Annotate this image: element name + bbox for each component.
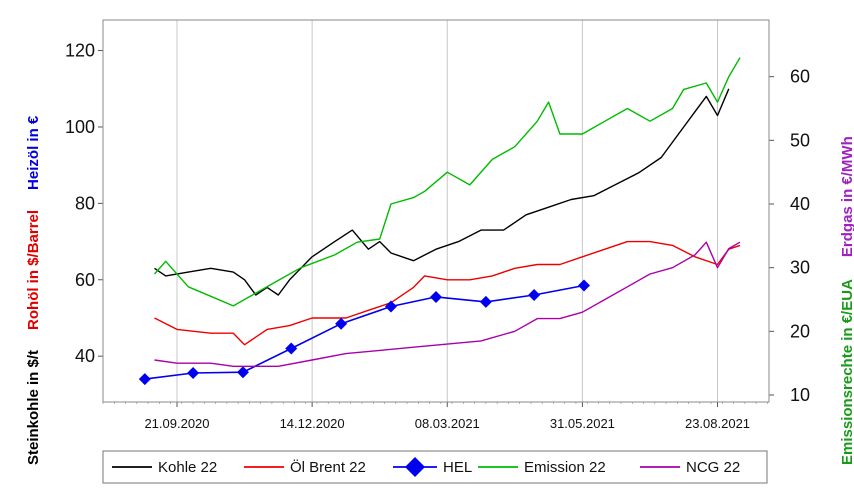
- axis-title: Rohöl in $/Barrel: [25, 210, 42, 330]
- hel-marker: [285, 342, 298, 355]
- legend-label: Kohle 22: [158, 459, 217, 476]
- series-line: [153, 57, 741, 307]
- hel-marker: [479, 295, 492, 308]
- series-line: [154, 240, 741, 346]
- hel-marker: [187, 366, 200, 379]
- left-tick-label: 120: [65, 41, 95, 61]
- plot-background: [103, 20, 769, 402]
- series-line: [144, 284, 585, 380]
- tick-labels: 21.09.2020 14.12.2020 08.03.2021 31.05.2021…: [65, 41, 810, 431]
- hel-marker: [236, 366, 249, 379]
- left-tick-label: 100: [65, 117, 95, 137]
- right-tick-label: 60: [790, 67, 810, 87]
- hel-marker: [138, 373, 151, 386]
- axis-title: Emissionsrechte in €/EUA: [839, 279, 854, 465]
- series-ncg-22: [154, 241, 741, 367]
- hel-marker: [578, 279, 590, 292]
- right-tick-label: 30: [790, 258, 810, 278]
- series-line: [154, 241, 741, 367]
- legend-item: NCG 22: [640, 459, 740, 476]
- legend-label: NCG 22: [686, 459, 740, 476]
- x-tick-label: 21.09.2020: [144, 416, 209, 431]
- x-tick-label: 14.12.2020: [280, 416, 345, 431]
- legend-item: Öl Brent 22: [244, 458, 366, 476]
- x-tick-label: 08.03.2021: [415, 416, 480, 431]
- hel-marker: [528, 289, 541, 302]
- right-tick-label: 10: [790, 385, 810, 405]
- legend-item: Kohle 22: [112, 459, 217, 476]
- axes: [98, 19, 774, 407]
- axis-title: Steinkohle in $/t: [25, 350, 42, 465]
- plot-frame: [102, 19, 770, 403]
- series-line: [154, 88, 730, 296]
- hel-marker: [384, 300, 397, 313]
- left-tick-label: 80: [75, 193, 95, 213]
- axis-title: Erdgas in €/MWh: [839, 136, 854, 257]
- series-kohle-22: [154, 88, 730, 296]
- x-tick-label: 31.05.2021: [550, 416, 615, 431]
- x-tick-label: 23.08.2021: [685, 416, 750, 431]
- axis-title: Heizöl in €: [25, 115, 42, 190]
- left-tick-label: 40: [75, 346, 95, 366]
- left-tick-label: 60: [75, 270, 95, 290]
- hel-marker: [335, 317, 348, 330]
- right-tick-label: 50: [790, 130, 810, 150]
- grid-lines: [176, 20, 719, 402]
- legend-label: Emission 22: [524, 459, 606, 476]
- legend-label: HEL: [443, 459, 472, 476]
- legend-label: Öl Brent 22: [290, 458, 366, 476]
- legend-diamond: [405, 457, 425, 477]
- legend-item: HEL: [393, 457, 472, 477]
- legend: Kohle 22 Öl Brent 22 HEL Emission 22 NCG 22: [102, 450, 768, 484]
- series--l-brent-22: [154, 240, 741, 346]
- right-tick-label: 40: [790, 194, 810, 214]
- series-hel: [138, 279, 590, 386]
- legend-item: Emission 22: [478, 459, 606, 476]
- series-emission-22: [153, 57, 741, 307]
- series-lines: [138, 57, 741, 386]
- right-tick-label: 20: [790, 321, 810, 341]
- axis-titles: Steinkohle in $/t Rohöl in $/Barrel Heizöl…: [25, 115, 854, 465]
- hel-marker: [430, 290, 442, 303]
